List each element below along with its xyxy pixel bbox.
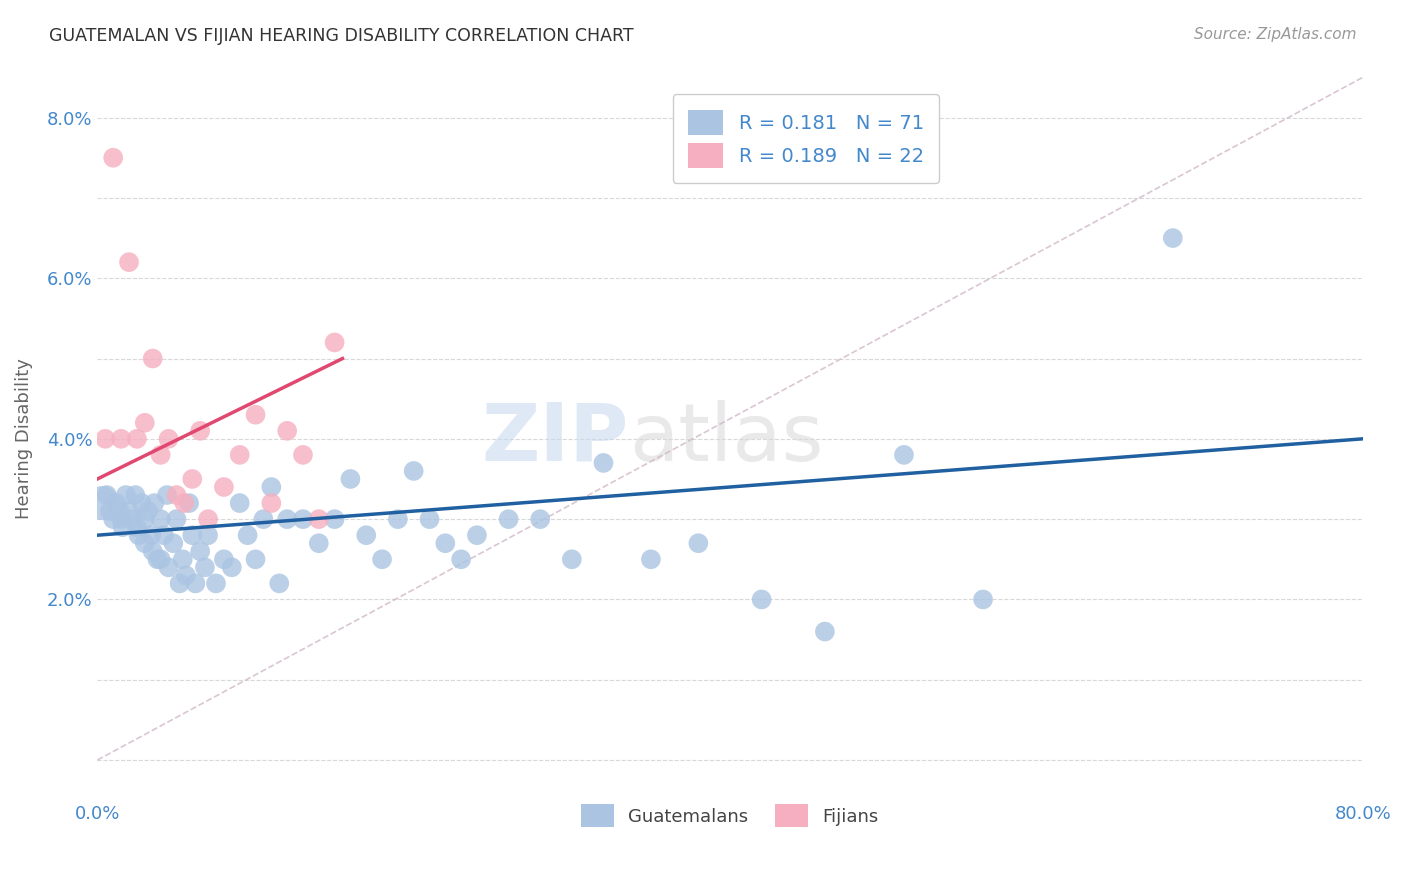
Point	[111, 520, 134, 534]
Point	[418, 512, 440, 526]
Point	[110, 512, 132, 526]
Point	[197, 528, 219, 542]
Point	[118, 255, 141, 269]
Point	[814, 624, 837, 639]
Point	[134, 536, 156, 550]
Point	[103, 512, 125, 526]
Point	[323, 512, 346, 526]
Point	[108, 504, 131, 518]
Point	[143, 496, 166, 510]
Point	[260, 480, 283, 494]
Point	[205, 576, 228, 591]
Point	[118, 504, 141, 518]
Point	[245, 552, 267, 566]
Point	[236, 528, 259, 542]
Point	[166, 512, 188, 526]
Point	[142, 351, 165, 366]
Point	[153, 528, 176, 542]
Point	[125, 432, 148, 446]
Point	[640, 552, 662, 566]
Point	[166, 488, 188, 502]
Point	[308, 512, 330, 526]
Text: GUATEMALAN VS FIJIAN HEARING DISABILITY CORRELATION CHART: GUATEMALAN VS FIJIAN HEARING DISABILITY …	[49, 27, 634, 45]
Y-axis label: Hearing Disability: Hearing Disability	[15, 359, 32, 519]
Point	[188, 544, 211, 558]
Point	[134, 512, 156, 526]
Point	[136, 504, 159, 518]
Point	[142, 544, 165, 558]
Text: atlas: atlas	[628, 400, 823, 478]
Point	[128, 528, 150, 542]
Text: ZIP: ZIP	[481, 400, 628, 478]
Point	[124, 488, 146, 502]
Point	[561, 552, 583, 566]
Point	[592, 456, 614, 470]
Point	[149, 448, 172, 462]
Point	[276, 512, 298, 526]
Point	[212, 552, 235, 566]
Point	[197, 512, 219, 526]
Point	[172, 552, 194, 566]
Point	[91, 496, 114, 510]
Point	[110, 432, 132, 446]
Point	[354, 528, 377, 542]
Point	[751, 592, 773, 607]
Point	[177, 496, 200, 510]
Point	[228, 496, 250, 510]
Point	[156, 488, 179, 502]
Point	[269, 576, 291, 591]
Point	[131, 496, 153, 510]
Point	[157, 560, 180, 574]
Point	[96, 488, 118, 502]
Point	[402, 464, 425, 478]
Point	[194, 560, 217, 574]
Point	[134, 416, 156, 430]
Text: Source: ZipAtlas.com: Source: ZipAtlas.com	[1194, 27, 1357, 42]
Point	[188, 424, 211, 438]
Point	[465, 528, 488, 542]
Point	[94, 432, 117, 446]
Point	[972, 592, 994, 607]
Point	[212, 480, 235, 494]
Point	[98, 504, 121, 518]
Point	[245, 408, 267, 422]
Point	[105, 496, 128, 510]
Point	[291, 448, 314, 462]
Point	[146, 552, 169, 566]
Point	[149, 552, 172, 566]
Point	[162, 536, 184, 550]
Point	[184, 576, 207, 591]
Point	[228, 448, 250, 462]
Point	[181, 528, 204, 542]
Point	[157, 432, 180, 446]
Point	[291, 512, 314, 526]
Point	[125, 520, 148, 534]
Point	[174, 568, 197, 582]
Point	[115, 488, 138, 502]
Point	[260, 496, 283, 510]
Point	[308, 536, 330, 550]
Point	[434, 536, 457, 550]
Point	[498, 512, 520, 526]
Point	[387, 512, 409, 526]
Point	[339, 472, 361, 486]
Point	[181, 472, 204, 486]
Point	[450, 552, 472, 566]
Point	[103, 151, 125, 165]
Point	[323, 335, 346, 350]
Point	[276, 424, 298, 438]
Point	[221, 560, 243, 574]
Point	[893, 448, 915, 462]
Point	[121, 512, 143, 526]
Point	[529, 512, 551, 526]
Point	[149, 512, 172, 526]
Point	[371, 552, 394, 566]
Point	[169, 576, 191, 591]
Point	[688, 536, 710, 550]
Point	[252, 512, 274, 526]
Point	[1161, 231, 1184, 245]
Point	[141, 528, 163, 542]
Legend: Guatemalans, Fijians: Guatemalans, Fijians	[574, 797, 886, 835]
Point	[173, 496, 195, 510]
